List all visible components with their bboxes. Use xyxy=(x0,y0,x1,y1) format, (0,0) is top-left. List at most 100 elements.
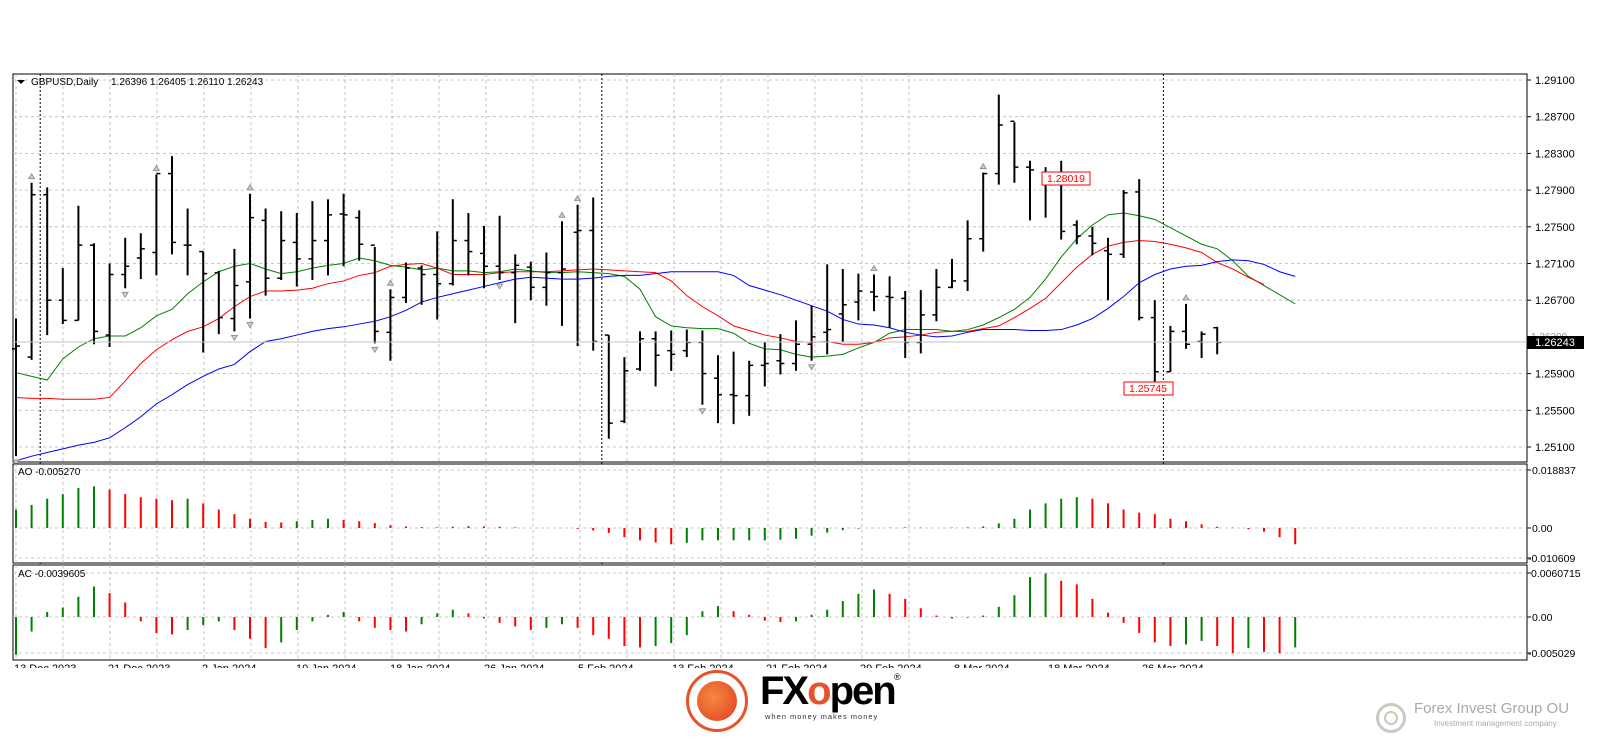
watermark-subtitle: Investment management company xyxy=(1434,719,1557,728)
ao-axis-zero: 0.00 xyxy=(1532,523,1553,535)
fractal-up-arrow-icon xyxy=(1182,294,1190,301)
ohlc-bar xyxy=(745,360,754,416)
ohlc-bar xyxy=(464,213,473,276)
ohlc-bar xyxy=(448,199,457,286)
ohlc-bar xyxy=(1182,303,1190,349)
ohlc-bar xyxy=(1104,237,1112,301)
ohlc-bar xyxy=(792,320,800,371)
fractal-up-arrow-icon xyxy=(27,172,36,180)
ao-axis-top: 0.018837 xyxy=(1532,465,1576,477)
ohlc-bar xyxy=(807,305,816,361)
ohlc-bar xyxy=(230,248,239,332)
ohlc-bar xyxy=(1197,331,1206,359)
ohlc-bar xyxy=(714,355,722,424)
price-axis: 1.29100 1.28700 1.28300 1.27900 1.27500 1.271… xyxy=(1527,75,1575,454)
current-price-label: 1.26243 xyxy=(1535,337,1575,349)
brand-name: FXopen xyxy=(760,668,897,714)
ao-axis: 0.018837 0.00 -0.010609 xyxy=(1527,465,1576,565)
date-label: 10 Jan 2024 xyxy=(296,663,357,668)
ao-histogram xyxy=(15,486,1297,545)
ohlc-bar xyxy=(994,94,1003,185)
dropdown-triangle-icon[interactable] xyxy=(17,80,25,84)
ohlc-bar xyxy=(214,270,223,335)
ohlc-bar xyxy=(495,215,504,281)
fractal-down-arrow-icon xyxy=(698,408,707,415)
ohlc-bar xyxy=(573,204,582,347)
ao-axis-bottom: -0.010609 xyxy=(1528,553,1575,565)
fractal-down-arrow-icon xyxy=(121,291,129,299)
ohlc-bar xyxy=(292,213,301,287)
ohlc-bar xyxy=(386,289,395,361)
fractal-up-arrow-icon xyxy=(870,264,878,271)
ac-axis: 0.0060715 0.00 -0.005029 xyxy=(1527,568,1581,660)
date-label: 18 Jan 2024 xyxy=(390,663,451,668)
ohlc-bar xyxy=(261,208,270,296)
ohlc-bar xyxy=(402,262,410,303)
ohlc-bars xyxy=(12,94,1222,457)
ohlc-bar xyxy=(74,205,83,322)
chart-canvas: GBPUSD,Daily 1.26396 1.26405 1.26110 1.2… xyxy=(12,73,1584,668)
fractal-up-arrow-icon xyxy=(573,195,582,202)
ac-axis-bottom: -0.005029 xyxy=(1528,648,1575,660)
price-axis-label: 1.28300 xyxy=(1535,148,1575,160)
date-label: 21 Dec 2023 xyxy=(108,663,170,668)
ohlc-bar xyxy=(1088,226,1097,256)
ohlc-bar xyxy=(152,172,161,276)
ohlc-bar xyxy=(823,264,832,355)
fractal-up-arrow-icon xyxy=(558,211,566,218)
date-label: 2 Jan 2024 xyxy=(202,663,256,668)
ohlc-bar xyxy=(433,231,442,320)
ohlc-bar xyxy=(776,334,785,375)
ohlc-bar xyxy=(651,331,660,387)
ohlc-bar xyxy=(979,172,988,252)
moving-average-lines xyxy=(15,212,1296,462)
date-label: 26 Jan 2024 xyxy=(484,663,545,668)
symbol-label: GBPUSD,Daily xyxy=(31,77,98,88)
date-label: 8 Mar 2024 xyxy=(954,663,1010,668)
ohlc-bar xyxy=(963,220,972,292)
ohlc-bar xyxy=(1072,220,1081,245)
fractal-up-arrow-icon xyxy=(979,162,987,170)
date-label: 26 Mar 2024 xyxy=(1142,663,1204,668)
ac-axis-zero: 0.00 xyxy=(1532,612,1553,624)
ohlc-bar xyxy=(667,330,676,371)
ohlc-bar xyxy=(355,210,364,261)
ohlc-bar xyxy=(308,201,317,281)
ohlc-bar xyxy=(1026,160,1034,221)
ac-pane: AC -0.0039605 0.0060715 0.00 -0.005029 xyxy=(12,564,1581,661)
price-axis-label: 1.26700 xyxy=(1535,295,1575,307)
ohlc-bar xyxy=(885,276,894,328)
ohlc-bar xyxy=(589,197,598,351)
ohlc-bar xyxy=(1119,190,1128,258)
forex-invest-watermark: Forex Invest Group OU Investment managem… xyxy=(1376,700,1594,740)
dragon-emblem-icon xyxy=(686,670,748,732)
fractal-up-arrow-icon xyxy=(152,164,161,171)
price-axis-label: 1.27900 xyxy=(1535,185,1575,197)
fractal-down-arrow-icon xyxy=(246,322,254,329)
ac-histogram xyxy=(15,573,1297,655)
date-label: 5 Feb 2024 xyxy=(578,663,634,668)
main-pane-header: GBPUSD,Daily 1.26396 1.26405 1.26110 1.2… xyxy=(17,77,264,88)
fractal-down-arrow-icon xyxy=(230,334,239,342)
ohlc-bar xyxy=(168,156,176,255)
price-axis-label: 1.25500 xyxy=(1535,405,1575,417)
ao-pane-frame xyxy=(12,463,1528,564)
ohlc-bar xyxy=(511,254,520,324)
ohlc-bar xyxy=(417,265,426,305)
ohlc-bar xyxy=(121,237,130,289)
main-pane-frame xyxy=(12,73,1528,463)
ohlc-bar xyxy=(12,318,20,457)
fractal-down-arrow-icon xyxy=(371,346,379,354)
ohlc-bar xyxy=(760,342,769,387)
date-label: 29 Feb 2024 xyxy=(860,663,922,668)
ohlc-bar xyxy=(43,187,52,336)
high-price-label: 1.28019 xyxy=(1047,173,1085,185)
ao-pane: AO -0.005270 0.018837 0.00 -0.010609 xyxy=(12,463,1576,565)
registered-mark: ® xyxy=(894,672,901,682)
brand-tagline: when money makes money xyxy=(765,712,879,721)
fractal-down-arrow-icon xyxy=(12,459,20,466)
high-annotation: 1.28019 xyxy=(1041,171,1091,186)
ohlc-bar xyxy=(58,268,67,325)
date-label: 13 Feb 2024 xyxy=(672,663,734,668)
watermark-title: Forex Invest Group OU xyxy=(1414,700,1570,717)
